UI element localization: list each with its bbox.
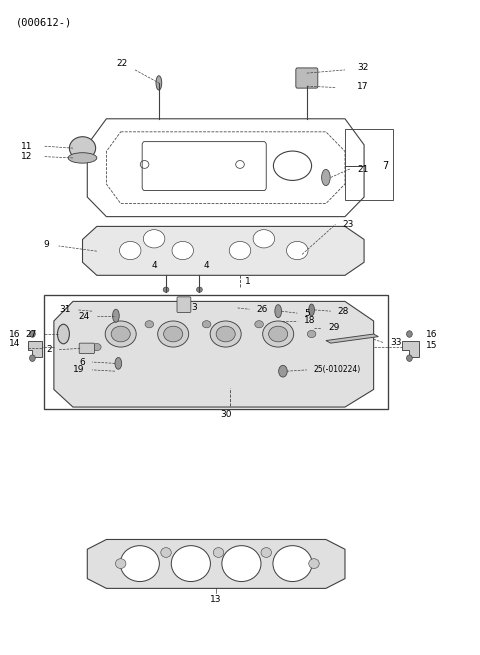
Ellipse shape — [407, 355, 412, 362]
Text: 4: 4 — [204, 261, 209, 270]
Ellipse shape — [58, 324, 70, 344]
Ellipse shape — [213, 548, 224, 557]
Ellipse shape — [255, 321, 264, 328]
Text: 11: 11 — [21, 141, 33, 151]
Ellipse shape — [287, 242, 308, 259]
Ellipse shape — [144, 230, 165, 248]
Ellipse shape — [202, 321, 211, 328]
Ellipse shape — [93, 343, 101, 350]
Text: (000612-): (000612-) — [16, 18, 72, 28]
Ellipse shape — [407, 331, 412, 337]
Text: 13: 13 — [210, 595, 222, 604]
Text: 2: 2 — [46, 345, 51, 354]
Ellipse shape — [229, 242, 251, 259]
Text: 27: 27 — [26, 329, 37, 339]
Polygon shape — [54, 301, 373, 407]
Ellipse shape — [111, 326, 130, 342]
Text: 9: 9 — [43, 240, 49, 248]
FancyBboxPatch shape — [177, 297, 191, 312]
Ellipse shape — [113, 309, 119, 322]
Text: 16: 16 — [9, 329, 21, 339]
Ellipse shape — [115, 358, 121, 369]
Ellipse shape — [253, 230, 275, 248]
Text: 24: 24 — [78, 312, 90, 321]
FancyBboxPatch shape — [296, 68, 318, 88]
Ellipse shape — [210, 321, 241, 347]
Text: 21: 21 — [357, 164, 368, 174]
Ellipse shape — [279, 365, 287, 377]
Text: 12: 12 — [21, 152, 33, 161]
Ellipse shape — [145, 321, 154, 328]
Polygon shape — [326, 334, 378, 343]
Ellipse shape — [157, 321, 189, 347]
Ellipse shape — [309, 559, 319, 569]
Ellipse shape — [197, 287, 202, 292]
Ellipse shape — [275, 305, 281, 318]
Text: 14: 14 — [9, 339, 21, 348]
Ellipse shape — [172, 242, 193, 259]
Ellipse shape — [261, 548, 272, 557]
Bar — [44, 295, 388, 409]
Ellipse shape — [161, 548, 171, 557]
Bar — [345, 128, 393, 200]
Ellipse shape — [105, 321, 136, 347]
Text: 1: 1 — [245, 277, 251, 286]
Text: 18: 18 — [304, 316, 316, 326]
Ellipse shape — [116, 559, 126, 569]
Polygon shape — [83, 227, 364, 275]
Text: 31: 31 — [59, 305, 71, 314]
Ellipse shape — [164, 326, 183, 342]
Text: 33: 33 — [390, 338, 402, 347]
Ellipse shape — [309, 304, 314, 316]
Text: 22: 22 — [116, 59, 127, 68]
Ellipse shape — [322, 170, 330, 185]
Text: 6: 6 — [79, 358, 85, 367]
Text: 29: 29 — [328, 323, 340, 332]
Text: 5: 5 — [304, 309, 310, 318]
Text: 32: 32 — [357, 64, 368, 73]
Ellipse shape — [120, 546, 159, 582]
Text: 4: 4 — [151, 261, 157, 270]
Text: 15: 15 — [426, 341, 438, 350]
Ellipse shape — [30, 355, 35, 362]
FancyBboxPatch shape — [79, 343, 95, 354]
Ellipse shape — [263, 321, 294, 347]
Text: 3: 3 — [191, 303, 197, 312]
Ellipse shape — [156, 76, 162, 90]
Text: 23: 23 — [343, 220, 354, 229]
Text: 26: 26 — [257, 305, 268, 314]
Polygon shape — [87, 540, 345, 588]
Polygon shape — [402, 341, 419, 357]
Text: 28: 28 — [338, 307, 349, 316]
Text: 30: 30 — [220, 409, 231, 419]
Ellipse shape — [269, 326, 288, 342]
Ellipse shape — [68, 153, 97, 163]
Text: 17: 17 — [357, 82, 369, 90]
Text: 25(-010224): 25(-010224) — [314, 365, 361, 375]
Polygon shape — [28, 341, 42, 357]
Ellipse shape — [70, 137, 96, 160]
Text: 19: 19 — [73, 365, 85, 375]
Ellipse shape — [30, 331, 35, 337]
Ellipse shape — [171, 546, 210, 582]
Text: 16: 16 — [426, 329, 438, 339]
Text: 7: 7 — [383, 160, 389, 171]
Ellipse shape — [120, 242, 141, 259]
Ellipse shape — [273, 546, 312, 582]
Ellipse shape — [216, 326, 235, 342]
Ellipse shape — [222, 546, 261, 582]
Ellipse shape — [307, 330, 316, 337]
Ellipse shape — [163, 287, 169, 292]
